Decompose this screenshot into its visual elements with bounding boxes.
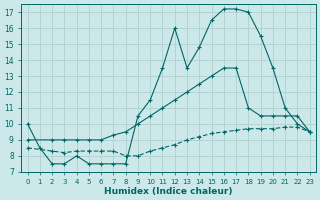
X-axis label: Humidex (Indice chaleur): Humidex (Indice chaleur) bbox=[104, 187, 233, 196]
